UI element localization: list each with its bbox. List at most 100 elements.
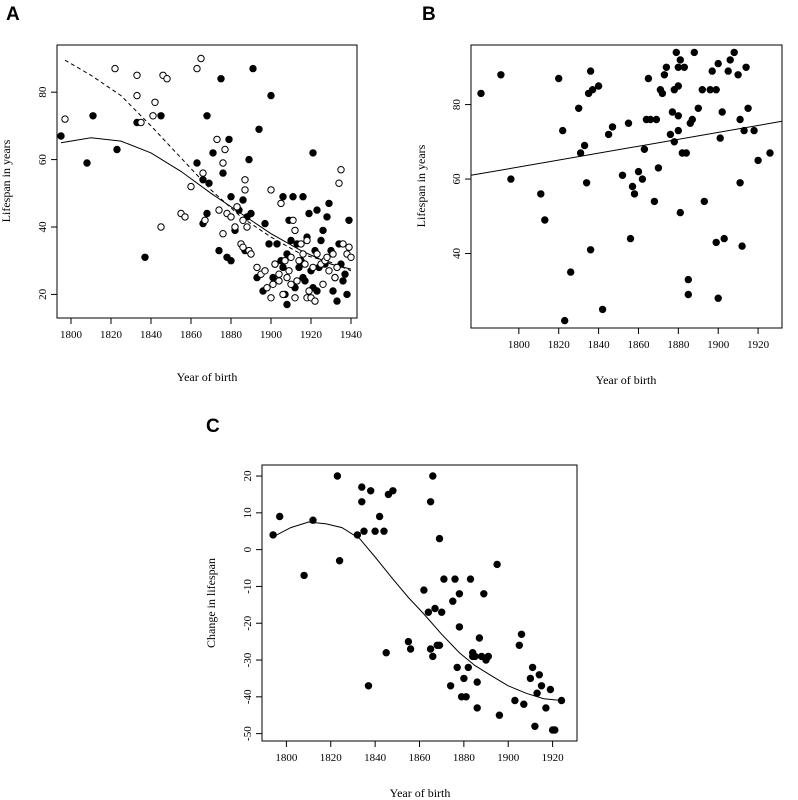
x-tick-label-a: 1860 (180, 329, 203, 341)
filled-point-c (471, 652, 479, 661)
filled-point-c (429, 652, 437, 661)
filled-point-b (497, 71, 505, 79)
x-tick-label-b: 1820 (548, 339, 571, 351)
points-b (477, 48, 774, 325)
open-point-a (263, 284, 271, 292)
filled-point-b (561, 316, 569, 325)
filled-point-b (718, 108, 726, 116)
filled-point-b (736, 115, 744, 124)
filled-point-a (289, 193, 297, 201)
filled-point-a (265, 240, 273, 248)
filled-point-a (83, 159, 91, 167)
panel-label-b: B (422, 4, 436, 25)
filled-point-b (682, 149, 690, 157)
y-tick-label-b: 60 (451, 173, 463, 185)
filled-point-b (712, 238, 720, 247)
filled-point-c (382, 649, 390, 657)
open-point-a (323, 253, 331, 261)
open-point-a (227, 213, 235, 221)
filled-point-b (694, 104, 702, 113)
filled-point-b (582, 179, 591, 187)
open-point-a (281, 257, 289, 265)
filled-point-c (542, 704, 550, 712)
x-axis-c: 1800 1820 1840 1860 1880 1900 1920 (275, 741, 564, 764)
fit-lines-a (60, 59, 352, 272)
panel-b: B 1800 1820 1840 1860 1880 1900 1920 40 60 80 Ye… (414, 4, 783, 387)
panel-a: A 1800 1820 1840 1860 1880 1900 1920 1940 20 40 6… (0, 4, 363, 384)
open-point-a (299, 250, 307, 258)
open-point-a (201, 216, 209, 225)
panel-label-a: A (6, 4, 20, 25)
filled-point-b (668, 108, 677, 116)
open-point-a (291, 294, 299, 302)
open-point-a (337, 166, 345, 174)
open-point-a (347, 253, 355, 261)
y-axis-label-a: Lifespan in years (0, 139, 13, 222)
x-tick-label-a: 1820 (100, 329, 123, 341)
fit-lines-b (470, 120, 783, 176)
filled-point-c (511, 696, 519, 705)
y-axis-b: 40 60 80 (451, 99, 471, 259)
open-point-a (313, 250, 321, 258)
filled-point-b (652, 115, 661, 124)
filled-point-b (708, 67, 716, 75)
y-axis-label-b: Lifespan in years (414, 144, 428, 227)
open-point-a (239, 243, 247, 251)
filled-point-a (295, 263, 303, 272)
filled-point-c (528, 663, 537, 672)
filled-point-a (287, 236, 295, 245)
filled-point-c (517, 630, 526, 638)
filled-point-a (57, 132, 65, 140)
filled-point-b (740, 126, 748, 135)
filled-point-a (343, 290, 351, 299)
x-tick-label-a: 1940 (340, 329, 363, 341)
filled-point-a (325, 199, 333, 208)
open-point-a (335, 179, 343, 187)
filled-point-a (323, 213, 331, 221)
x-axis-label-b: Year of birth (596, 373, 657, 387)
filled-point-c (460, 674, 468, 683)
open-point-a (287, 253, 295, 261)
open-point-a (61, 115, 69, 123)
open-point-a (137, 118, 145, 127)
filled-point-b (576, 149, 585, 157)
open-point-a (291, 226, 299, 235)
filled-point-b (700, 197, 708, 206)
open-point-a (111, 64, 119, 73)
filled-point-b (650, 197, 659, 206)
solid-fit-line-c (272, 521, 562, 701)
open-point-a (305, 287, 313, 295)
filled-point-a (205, 179, 213, 187)
filled-point-a (345, 216, 353, 225)
filled-point-b (537, 190, 545, 198)
open-point-a (233, 203, 241, 211)
open-point-a (301, 260, 309, 268)
open-point-a (151, 98, 159, 107)
y-axis-label-c: Change in lifespan (204, 558, 218, 648)
filled-point-c (537, 682, 546, 690)
points-a (57, 54, 355, 309)
open-point-a (213, 135, 221, 144)
filled-point-b (644, 74, 653, 83)
open-point-a (311, 297, 319, 305)
filled-point-c (404, 637, 413, 646)
filled-point-b (742, 63, 750, 72)
filled-point-c (475, 634, 484, 642)
filled-point-b (580, 141, 589, 150)
filled-point-b (716, 134, 724, 142)
filled-point-a (199, 176, 207, 184)
filled-point-a (157, 112, 165, 120)
filled-point-b (654, 164, 663, 172)
filled-point-b (680, 63, 688, 72)
filled-point-a (279, 193, 287, 201)
y-tick-label-c: -10 (242, 579, 254, 594)
filled-point-a (113, 145, 121, 154)
filled-point-a (203, 112, 211, 120)
filled-point-c (557, 696, 566, 705)
filled-point-b (634, 167, 643, 176)
x-axis-label-a: Year of birth (177, 370, 238, 384)
open-point-a (267, 294, 275, 302)
open-point-a (309, 263, 317, 272)
x-axis-a: 1800 1820 1840 1860 1880 1900 1920 1940 (60, 318, 363, 341)
